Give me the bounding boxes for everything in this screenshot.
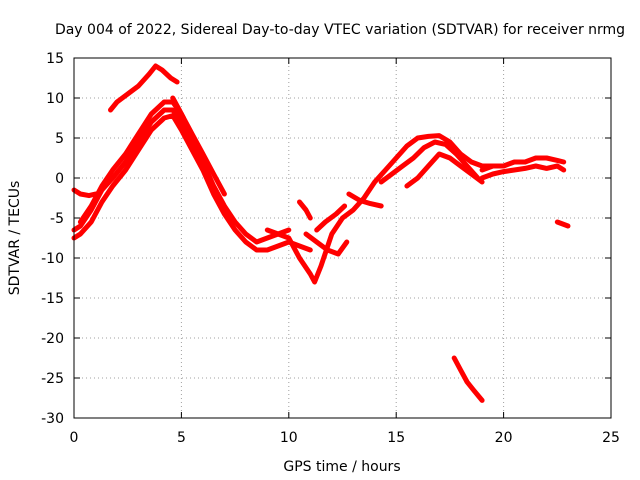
series-arc-6: [170, 95, 186, 121]
x-axis-label: GPS time / hours: [283, 459, 400, 475]
series-arc-1: [71, 113, 313, 253]
data-series: [71, 63, 571, 403]
series-arc-4: [71, 187, 98, 199]
y-tick-label: 5: [55, 131, 64, 147]
plot-frame: [73, 57, 612, 419]
y-tick-label: -10: [41, 251, 64, 267]
series-arc-5: [108, 63, 180, 113]
y-axis-label: SDTVAR / TECUs: [7, 181, 23, 296]
chart-title: Day 004 of 2022, Sidereal Day-to-day VTE…: [55, 22, 625, 38]
series-arc-3: [77, 99, 227, 225]
y-tick-label: 0: [55, 171, 64, 187]
y-tick-label: -20: [41, 331, 64, 347]
series-arc-14: [479, 155, 567, 173]
y-tick-label: -5: [50, 211, 64, 227]
series-arc-9: [404, 151, 485, 189]
x-tick-label: 10: [280, 430, 298, 446]
series-arc-16: [554, 219, 571, 229]
y-tick-label: 10: [46, 91, 64, 107]
y-tick-label: 15: [46, 51, 64, 67]
y-axis-ticks: 15 10 5 0 -5 -10 -15 -20 -25 -30: [41, 51, 611, 427]
x-tick-label: 20: [495, 430, 513, 446]
series-arc-8: [378, 139, 481, 185]
y-tick-label: -15: [41, 291, 64, 307]
y-tick-label: -30: [41, 411, 64, 427]
series-arc-10: [346, 191, 384, 209]
x-tick-label: 5: [177, 430, 186, 446]
x-tick-label: 25: [602, 430, 620, 446]
series-arc-13: [297, 199, 313, 221]
series-arc-2: [71, 107, 292, 245]
series-arc-12: [314, 203, 348, 233]
series-arc-11: [303, 231, 350, 257]
series-arc-17: [451, 355, 485, 403]
series-arc-7: [264, 133, 496, 285]
series-arc-15: [479, 163, 567, 181]
y-tick-label: -25: [41, 371, 64, 387]
x-tick-label: 15: [387, 430, 405, 446]
x-tick-label: 0: [70, 430, 79, 446]
x-axis-ticks: 0 5 10 15 20 25: [70, 58, 620, 446]
